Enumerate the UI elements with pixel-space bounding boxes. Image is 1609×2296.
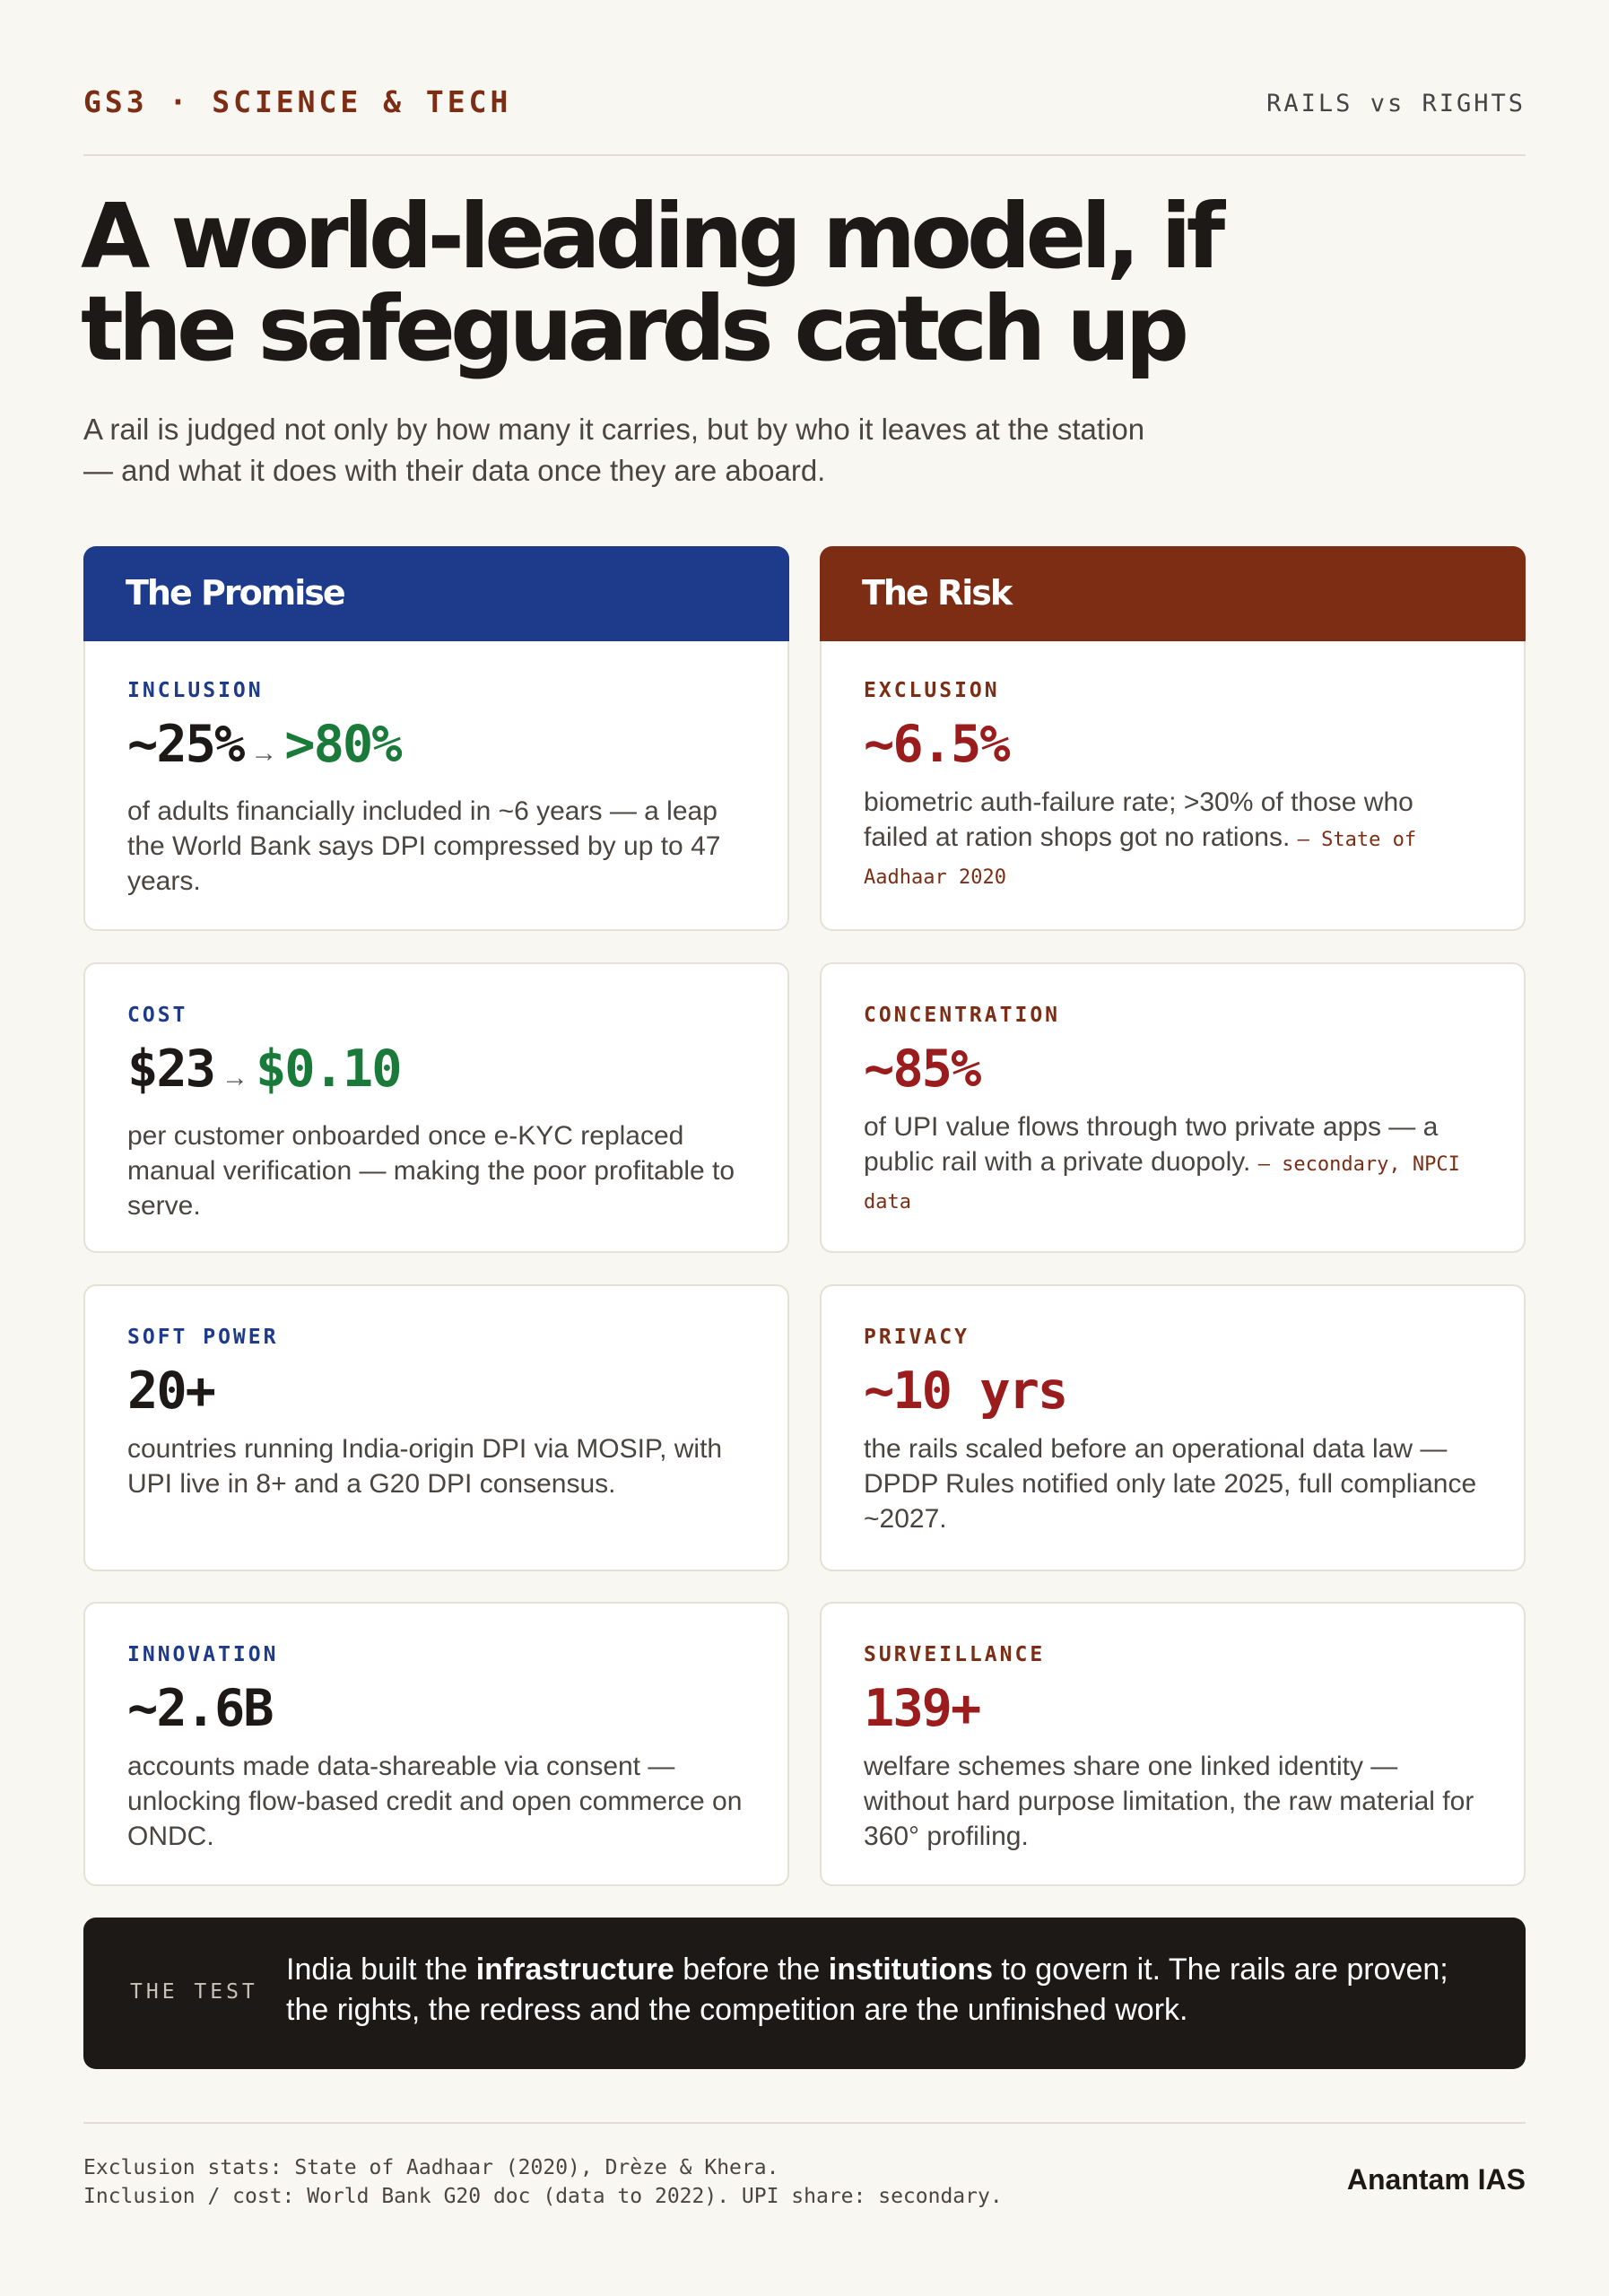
- card-stat: 139+: [864, 1677, 1479, 1740]
- card-stat: ~25% → >80%: [127, 713, 743, 785]
- card-stat: 20+: [127, 1360, 743, 1422]
- card-stat: $23 → $0.10: [127, 1038, 743, 1109]
- detail-text: per customer onboarded once e-KYC replac…: [127, 1121, 735, 1221]
- card-detail: countries running India-origin DPI via M…: [127, 1431, 743, 1501]
- divider: [83, 154, 1526, 156]
- title-line: the safeguards catch up: [81, 276, 1189, 381]
- divider: [83, 2122, 1526, 2124]
- test-segment: institutions: [828, 1952, 993, 1987]
- test-segment: before the: [674, 1952, 829, 1987]
- stat-card: CONCENTRATION ~85% of UPI value flows thro…: [820, 962, 1526, 1253]
- column-heading: The Risk: [820, 546, 1526, 641]
- stat-value: ~10 yrs: [864, 1361, 1068, 1421]
- detail-source: — State of Aadhaar 2020: [864, 829, 1417, 889]
- card-label: CONCENTRATION: [864, 1004, 1061, 1027]
- subtitle: A rail is judged not only by how many it…: [83, 409, 1144, 491]
- stat-card: SOFT POWER 20+ countries running India-ori…: [83, 1284, 789, 1571]
- stat-card: INNOVATION ~2.6B accounts made data-sharea…: [83, 1602, 789, 1886]
- stat-card: PRIVACY ~10 yrs the rails scaled before an…: [820, 1284, 1526, 1571]
- subtitle-line: A rail is judged not only by how many it…: [83, 413, 1145, 446]
- detail-text: countries running India-origin DPI via M…: [127, 1434, 723, 1499]
- card-label: SURVEILLANCE: [864, 1643, 1046, 1666]
- column-heading: The Promise: [83, 546, 789, 641]
- stat-card: COST $23 → $0.10 per customer onboarded once…: [83, 962, 789, 1253]
- test-box: THE TEST India built the infrastructure …: [83, 1918, 1526, 2069]
- stat-value: 139+: [864, 1679, 981, 1738]
- card-label: PRIVACY: [864, 1326, 970, 1349]
- test-text: India built the infrastructure before th…: [286, 1950, 1490, 2031]
- card-stat: ~10 yrs: [864, 1360, 1479, 1422]
- detail-text: of UPI value flows through two private a…: [864, 1112, 1439, 1177]
- detail-source: — secondary, NPCI data: [864, 1153, 1460, 1213]
- card-detail: of adults financially included in ~6 yea…: [127, 794, 743, 899]
- stat-card: INCLUSION ~25% → >80% of adults financially …: [83, 641, 789, 931]
- test-segment: to govern it. The rails are proven; the …: [286, 1952, 1448, 2027]
- stat-target: >80%: [284, 715, 402, 774]
- title-line: A world-leading model, if: [81, 184, 1225, 289]
- stat-arrow: →: [221, 1063, 248, 1092]
- card-label: COST: [127, 1004, 188, 1027]
- footer-note: Exclusion stats: State of Aadhaar (2020)…: [83, 2156, 779, 2179]
- card-detail: the rails scaled before an operational d…: [864, 1431, 1479, 1536]
- detail-text: welfare schemes share one linked identit…: [864, 1752, 1474, 1851]
- stat-card: SURVEILLANCE 139+ welfare schemes share on…: [820, 1602, 1526, 1886]
- card-label: INCLUSION: [127, 679, 264, 702]
- card-detail: accounts made data-shareable via consent…: [127, 1749, 743, 1854]
- footer-notes: Exclusion stats: State of Aadhaar (2020)…: [83, 2153, 1003, 2211]
- stat-value: ~25%: [127, 715, 245, 774]
- card-detail: welfare schemes share one linked identit…: [864, 1749, 1479, 1854]
- card-stat: ~85%: [864, 1038, 1479, 1100]
- card-detail: per customer onboarded once e-KYC replac…: [127, 1118, 743, 1223]
- card-stat: ~6.5%: [864, 713, 1479, 776]
- test-segment: infrastructure: [475, 1952, 674, 1987]
- subtitle-line: — and what it does with their data once …: [83, 454, 826, 487]
- card-label: EXCLUSION: [864, 679, 1000, 702]
- test-label: THE TEST: [130, 1980, 258, 2004]
- stat-value: ~85%: [864, 1039, 981, 1099]
- test-segment: India built the: [286, 1952, 476, 1987]
- stat-card: EXCLUSION ~6.5% biometric auth-failure rat…: [820, 641, 1526, 931]
- detail-text: of adults financially included in ~6 yea…: [127, 796, 721, 896]
- section-label: GS3 · SCIENCE & TECH: [83, 84, 512, 119]
- detail-text: accounts made data-shareable via consent…: [127, 1752, 743, 1851]
- card-label: SOFT POWER: [127, 1326, 279, 1349]
- title: A world-leading model, if the safeguards…: [81, 184, 1225, 381]
- footer-note: Inclusion / cost: World Bank G20 doc (da…: [83, 2185, 1003, 2208]
- stat-value: ~6.5%: [864, 715, 1011, 774]
- brand: Anantam IAS: [1346, 2163, 1526, 2196]
- stat-target: $0.10: [255, 1039, 403, 1099]
- series-label: RAILS vs RIGHTS: [1266, 90, 1526, 117]
- detail-text: biometric auth-failure rate; >30% of tho…: [864, 787, 1413, 852]
- detail-text: the rails scaled before an operational d…: [864, 1434, 1477, 1534]
- stat-arrow: →: [250, 738, 278, 768]
- stat-value: ~2.6B: [127, 1679, 274, 1738]
- stat-value: 20+: [127, 1361, 216, 1421]
- card-label: INNOVATION: [127, 1643, 279, 1666]
- card-detail: of UPI value flows through two private a…: [864, 1109, 1479, 1220]
- card-stat: ~2.6B: [127, 1677, 743, 1740]
- stat-value: $23: [127, 1039, 216, 1099]
- card-detail: biometric auth-failure rate; >30% of tho…: [864, 785, 1479, 895]
